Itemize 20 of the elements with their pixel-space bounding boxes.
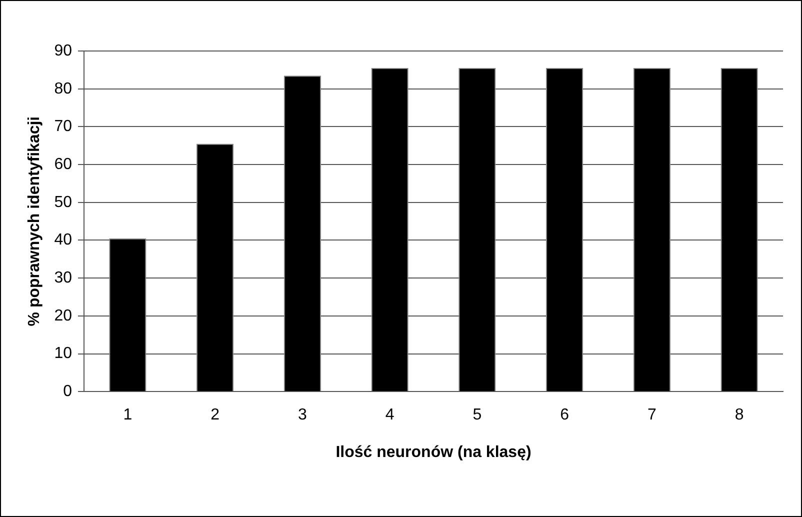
x-tick-label: 8 (734, 406, 744, 424)
y-tick-label: 0 (63, 383, 72, 400)
y-tick-label: 60 (54, 156, 72, 173)
x-tick-label: 1 (123, 406, 132, 424)
x-tick-label: 2 (210, 406, 220, 424)
x-tick-label: 6 (560, 406, 570, 424)
x-axis-title: Ilość neuronów (na klasę) (336, 444, 532, 461)
y-tick-label: 80 (54, 80, 72, 98)
y-tick-label: 30 (54, 269, 72, 286)
x-tick-label: 5 (472, 406, 482, 424)
y-tick-label: 70 (54, 118, 72, 136)
y-tick-label: 40 (54, 232, 72, 249)
x-tick-label: 3 (298, 406, 307, 424)
x-tick-label: 7 (647, 406, 656, 424)
y-tick-label: 90 (54, 42, 72, 60)
y-tick-label: 50 (54, 194, 72, 211)
x-tick-label: 4 (385, 406, 394, 424)
y-axis-title: % poprawnych identyfikacji (26, 116, 44, 326)
y-tick-label: 10 (54, 345, 72, 362)
y-tick-label: 20 (54, 307, 72, 324)
